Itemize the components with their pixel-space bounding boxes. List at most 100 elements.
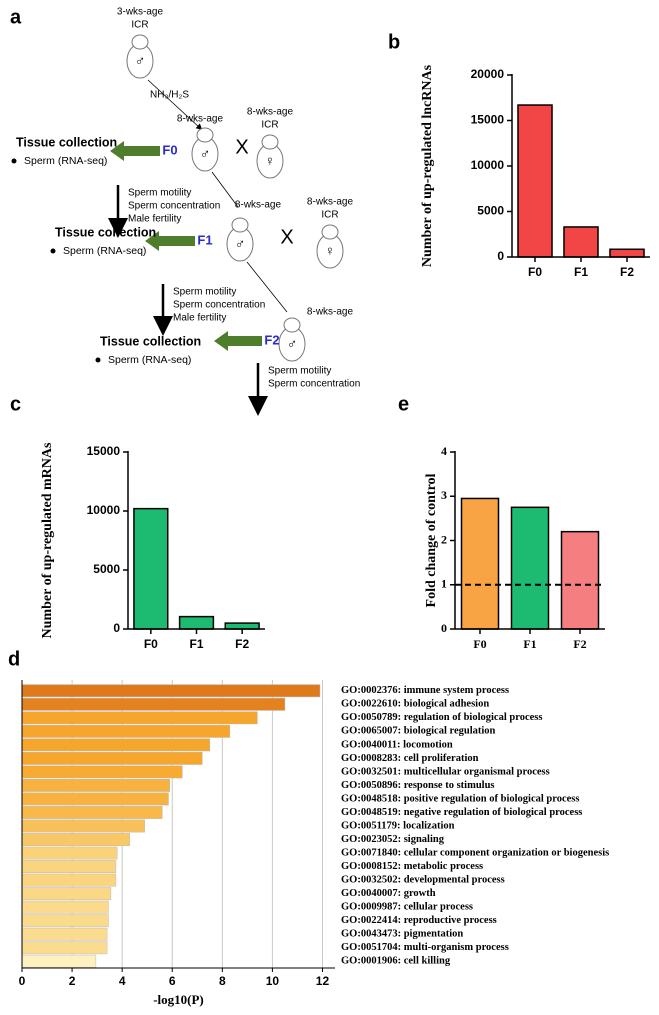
mouse-head [131, 34, 149, 50]
mate-age: 8-wks-age [307, 197, 354, 208]
y-tick-label: 5000 [93, 562, 120, 576]
x-tick-label: 8 [219, 974, 226, 988]
x-tick-label: 0 [19, 974, 26, 988]
outcome: Sperm concentration [173, 300, 265, 311]
bar [563, 226, 599, 258]
x-tick-label: 2 [69, 974, 76, 988]
category-label: GO:0008152: metabolic process [341, 861, 483, 872]
x-tick-label: F1 [574, 265, 588, 279]
x-tick-label: F2 [235, 637, 249, 651]
category-label: GO:0048519: negative regulation of biolo… [341, 807, 582, 818]
category-label: GO:0050789: regulation of biological pro… [341, 712, 542, 723]
collection-sample: Sperm (RNA-seq) [108, 354, 191, 366]
collection-arrow [214, 331, 262, 351]
category-label: GO:0001906: cell killing [341, 956, 451, 967]
collection-sample: Sperm (RNA-seq) [63, 245, 146, 257]
y-tick-label: 3 [441, 488, 447, 502]
cross-symbol: X [235, 136, 248, 158]
outcome: Sperm motility [173, 287, 236, 298]
generation-name: F1 [197, 232, 212, 247]
generation-age: 8-wks-age [235, 200, 282, 211]
generation-name: F0 [162, 142, 177, 157]
x-tick-label: F2 [620, 265, 634, 279]
category-label: GO:0043473: pigmentation [341, 929, 463, 940]
category-label: GO:0022414: reproductive process [341, 915, 497, 926]
outcome: Sperm motility [268, 366, 331, 377]
bullet [50, 248, 56, 254]
sex-symbol: ♂ [287, 336, 298, 352]
category-label: GO:0008283: cell proliferation [341, 753, 479, 764]
x-tick-label: F0 [473, 637, 486, 651]
category-label: GO:0002376: immune system process [341, 685, 509, 696]
bar [21, 846, 118, 860]
mate-strain: ICR [321, 210, 338, 221]
bar [21, 806, 163, 819]
y-tick-label: 10000 [471, 158, 505, 172]
y-tick-label: 15000 [471, 113, 505, 127]
y-tick-label: 5000 [477, 204, 504, 218]
generation-name: F2 [264, 332, 279, 347]
mouse-head [261, 134, 279, 150]
y-tick-label: 0 [441, 621, 447, 635]
mouse-head [283, 317, 301, 333]
generation-age: 8-wks-age [307, 307, 354, 318]
collection-arrow [145, 231, 195, 251]
category-label: GO:0022610: biological adhesion [341, 699, 489, 710]
x-tick-label: F2 [573, 637, 586, 651]
bar [517, 104, 553, 258]
x-tick-label: F0 [144, 637, 158, 651]
panel-label: c [10, 393, 21, 415]
x-tick-label: 10 [266, 974, 280, 988]
y-axis-label: Fold change of control [424, 473, 439, 607]
cross-symbol: X [280, 226, 293, 248]
outcome: Sperm motility [128, 188, 191, 199]
bar [21, 792, 169, 806]
bar [21, 860, 117, 873]
bar [224, 622, 260, 630]
y-tick-label: 10000 [87, 503, 121, 517]
sex-symbol: ♂ [200, 146, 211, 162]
sex-symbol: ♂ [235, 236, 246, 252]
panel-label: b [388, 31, 400, 53]
category-label: GO:0065007: biological regulation [341, 726, 496, 737]
x-tick-label: F0 [528, 265, 542, 279]
bar [609, 248, 645, 258]
mate-strain: ICR [261, 120, 278, 131]
bar [21, 941, 108, 955]
category-label: GO:0050896: response to stimulus [341, 780, 495, 791]
bar [21, 927, 108, 941]
collection-title: Tissue collection [55, 225, 156, 239]
bar [178, 615, 215, 630]
y-tick-label: 0 [497, 249, 504, 263]
y-tick-label: 2 [441, 532, 447, 546]
bar [21, 819, 145, 833]
y-axis-label: Number of up-regulated mRNAs [40, 442, 55, 638]
bar [21, 833, 130, 846]
category-label: GO:0032502: developmental process [341, 875, 505, 886]
outcome: Sperm concentration [268, 379, 360, 390]
lineage-line [211, 171, 239, 208]
bar [21, 873, 117, 887]
founder-age: 3-wks-age [117, 7, 164, 18]
panel-label: d [8, 648, 20, 670]
x-tick-label: F1 [523, 637, 536, 651]
y-tick-label: 1 [441, 577, 447, 591]
outcome: Male fertility [128, 214, 181, 225]
generation-age: 8-wks-age [177, 114, 224, 125]
category-label: GO:0009987: cellular process [341, 902, 473, 913]
bullet [95, 357, 101, 363]
founder-strain: ICR [131, 20, 148, 31]
bar [21, 684, 321, 698]
bar [21, 751, 203, 765]
mouse-head [196, 127, 214, 143]
bar [21, 887, 112, 901]
collection-arrow [110, 141, 160, 161]
bar [133, 507, 169, 630]
bar [21, 900, 109, 914]
collection-title: Tissue collection [100, 334, 201, 348]
sex-symbol: ♂ [135, 53, 146, 69]
category-label: GO:0051704: multi-organism process [341, 942, 509, 953]
sex-symbol: ♀ [265, 153, 276, 169]
bullet [11, 158, 17, 164]
